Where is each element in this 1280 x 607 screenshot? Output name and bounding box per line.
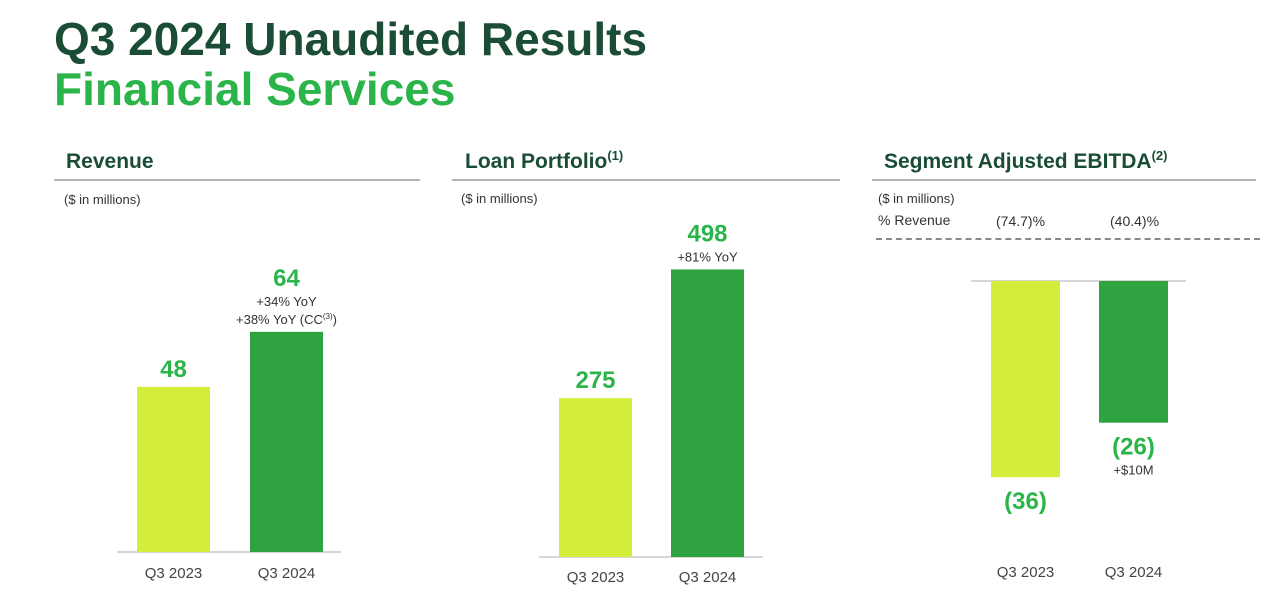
loan-portfolio-annotation-1-0: +81% YoY [677, 249, 738, 264]
page-subtitle: Financial Services [54, 63, 456, 115]
ebitda-title-rule [872, 179, 1256, 181]
revenue-title-rule [54, 179, 420, 181]
revenue-bar-q3-2023 [137, 386, 210, 552]
revenue-annotation-1-1: +38% YoY (CC(3)) [236, 312, 337, 327]
loan-portfolio-bar-q3-2023 [559, 398, 632, 557]
pct-revenue-q3-2024: (40.4)% [1110, 213, 1160, 229]
ebitda-bar-q3-2024 [1099, 281, 1168, 423]
ebitda-category-label-0: Q3 2023 [997, 564, 1055, 581]
page-title: Q3 2024 Unaudited Results [54, 13, 648, 65]
loan-portfolio-footnote: (1) [607, 148, 624, 163]
revenue-chart-title: Revenue [66, 150, 154, 173]
loan-portfolio-category-label-1: Q3 2024 [679, 569, 737, 586]
loan-portfolio-title-rule [452, 179, 840, 181]
ebitda-footnote: (2) [1151, 148, 1168, 163]
pct-revenue-label: % Revenue [878, 212, 951, 228]
ebitda-annotation-1-0: +$10M [1113, 463, 1153, 478]
loan-portfolio-value-label-1: 498 [687, 220, 727, 247]
loan-portfolio-bar-q3-2024 [671, 269, 744, 557]
revenue-value-label-0: 48 [160, 356, 187, 383]
ebitda-value-label-0: (36) [1004, 488, 1047, 515]
revenue-category-label-0: Q3 2023 [145, 565, 203, 582]
revenue-annotation-1-0: +34% YoY [256, 294, 317, 309]
ebitda-value-label-1: (26) [1112, 434, 1155, 461]
revenue-bar-q3-2024 [250, 331, 323, 552]
pct-revenue-q3-2023: (74.7)% [996, 213, 1046, 229]
revenue-value-label-1: 64 [273, 265, 300, 292]
loan-portfolio-category-label-0: Q3 2023 [567, 569, 625, 586]
ebitda-unit-label: ($ in millions) [878, 191, 955, 206]
loan-portfolio-unit-label: ($ in millions) [461, 191, 538, 206]
revenue-category-label-1: Q3 2024 [258, 565, 316, 582]
pct-revenue-divider [876, 238, 1260, 240]
ebitda-bar-q3-2023 [991, 281, 1060, 478]
ebitda-chart-title: Segment Adjusted EBITDA(2) [884, 148, 1168, 173]
loan-portfolio-value-label-0: 275 [575, 367, 615, 394]
ebitda-category-label-1: Q3 2024 [1105, 564, 1163, 581]
revenue-unit-label: ($ in millions) [64, 192, 141, 207]
loan-portfolio-chart-title: Loan Portfolio(1) [465, 148, 624, 173]
